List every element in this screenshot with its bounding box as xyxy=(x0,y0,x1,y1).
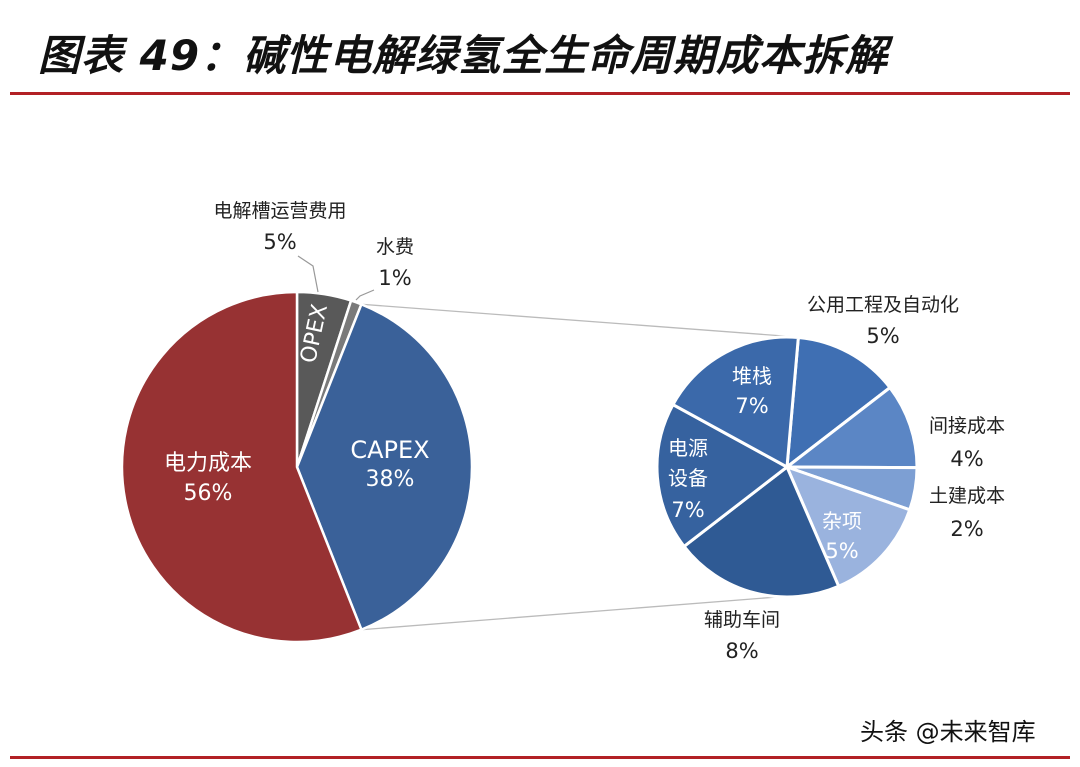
breakdown-label-1: 间接成本 xyxy=(929,415,1005,437)
breakdown-value-2: 2% xyxy=(950,517,983,541)
breakdown-slice-5 xyxy=(655,402,790,549)
breakdown-value-3: 5% xyxy=(825,539,858,563)
leader-electrolyzer-opex xyxy=(297,255,319,293)
label-capex-name: CAPEX xyxy=(350,436,429,464)
chart-title: 图表 49：碱性电解绿氢全生命周期成本拆解 xyxy=(38,31,889,80)
breakdown-label-4: 辅助车间 xyxy=(704,609,780,631)
connector-lines xyxy=(361,303,798,631)
breakdown-slice-0 xyxy=(785,335,893,471)
breakdown-pie xyxy=(655,335,919,599)
label-water-name: 水费 xyxy=(376,236,414,258)
breakdown-value-1: 4% xyxy=(950,447,983,471)
breakdown-label-2: 土建成本 xyxy=(929,485,1005,507)
breakdown-slice-4 xyxy=(681,464,841,599)
connector-bottom xyxy=(361,596,778,631)
breakdown-slice-3 xyxy=(784,464,912,589)
breakdown-label-5-line1: 电源 xyxy=(668,436,708,460)
label-electricity-name: 电力成本 xyxy=(164,451,252,476)
main-slice-3 xyxy=(120,290,364,644)
connector-top xyxy=(361,303,798,338)
label-water-value: 1% xyxy=(378,266,411,290)
breakdown-label-6: 堆栈 xyxy=(732,364,772,388)
label-capex-value: 38% xyxy=(366,467,415,492)
watermark: 头条 @未来智库 xyxy=(860,718,1036,746)
breakdown-slice-1 xyxy=(782,385,919,470)
breakdown-label-3: 杂项 xyxy=(822,509,862,533)
label-electrolyzer-opex-value: 5% xyxy=(263,230,296,254)
main-slice-2 xyxy=(295,302,474,632)
breakdown-label-0: 公用工程及自动化 xyxy=(807,294,959,316)
breakdown-value-4: 8% xyxy=(725,639,758,663)
breakdown-value-6: 7% xyxy=(735,394,768,418)
breakdown-label-5-line2: 设备 xyxy=(668,466,708,490)
breakdown-slice-6 xyxy=(670,335,800,470)
main-pie xyxy=(120,290,474,644)
label-electrolyzer-opex-name: 电解槽运营费用 xyxy=(213,200,346,222)
title-divider xyxy=(10,92,1070,95)
bottom-divider xyxy=(10,756,1070,759)
label-electricity-value: 56% xyxy=(184,481,233,506)
leader-water xyxy=(355,289,375,301)
breakdown-value-0: 5% xyxy=(866,324,899,348)
breakdown-value-5: 7% xyxy=(671,498,704,522)
